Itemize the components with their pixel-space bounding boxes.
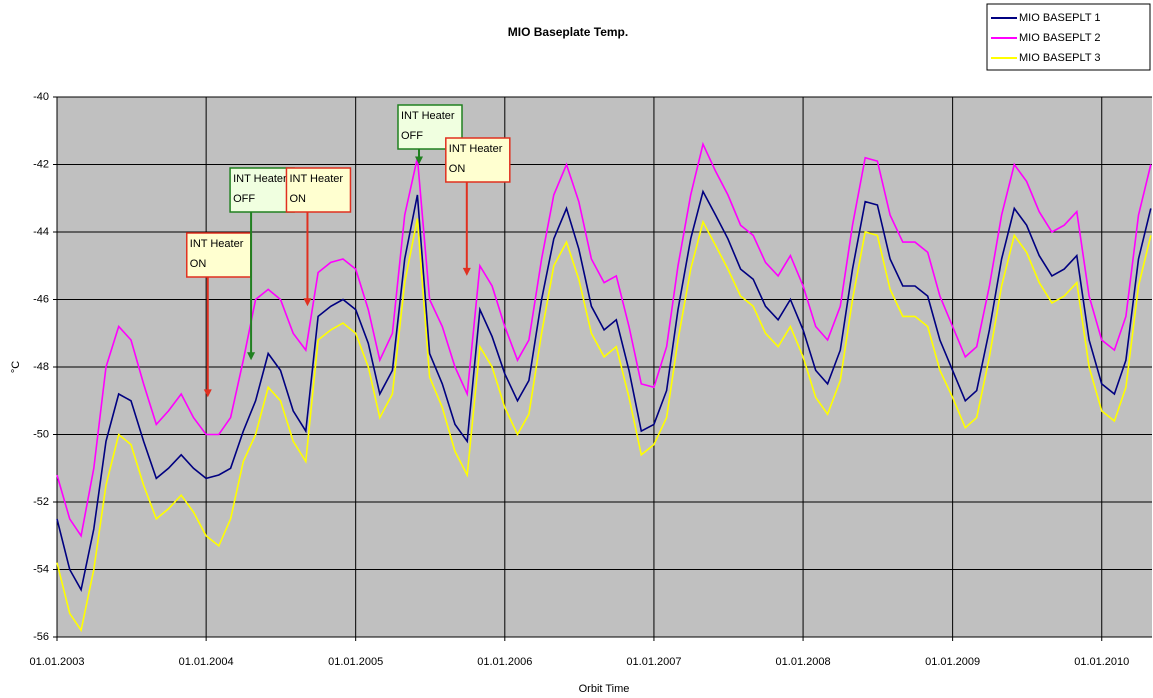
series-line bbox=[56, 141, 1152, 538]
y-tick-label: -40 bbox=[33, 91, 49, 103]
x-tick-label: 01.01.2004 bbox=[179, 656, 234, 668]
annotation-text: INT Heater bbox=[289, 173, 343, 185]
annotation-text: ON bbox=[190, 258, 207, 270]
x-tick-label: 01.01.2009 bbox=[925, 656, 980, 668]
x-tick-label: 01.01.2003 bbox=[29, 656, 84, 668]
annotation: INT Heater ON bbox=[285, 167, 352, 307]
y-tick-label: -42 bbox=[33, 158, 49, 170]
y-tick-label: -50 bbox=[33, 428, 49, 440]
y-tick-label: -56 bbox=[33, 631, 49, 643]
annotation-arrowhead bbox=[247, 352, 256, 361]
annotation-text: INT Heater bbox=[190, 238, 244, 250]
annotation-arrowhead bbox=[462, 267, 471, 276]
annotation: INT Heater OFF bbox=[229, 167, 295, 361]
annotation: INT Heater ON bbox=[445, 137, 511, 276]
annotation: INT Heater ON bbox=[186, 232, 252, 398]
y-tick-label: -46 bbox=[33, 293, 49, 305]
annotation-arrowhead bbox=[203, 389, 212, 398]
y-tick-label: -52 bbox=[33, 496, 49, 508]
legend-label: MIO BASEPLT 1 bbox=[1019, 12, 1101, 24]
y-tick-label: -48 bbox=[33, 361, 49, 373]
x-tick-label: 01.01.2007 bbox=[626, 656, 681, 668]
annotation-box bbox=[445, 137, 511, 183]
y-tick-label: -54 bbox=[33, 563, 49, 575]
y-tick-label: -44 bbox=[33, 226, 49, 238]
series-line bbox=[56, 189, 1152, 593]
annotation-arrowhead bbox=[415, 156, 424, 165]
annotation-text: ON bbox=[449, 163, 466, 175]
x-axis-label: Orbit Time bbox=[579, 683, 630, 695]
annotation-text: ON bbox=[289, 193, 306, 205]
annotation-text: OFF bbox=[233, 193, 255, 205]
series-line bbox=[56, 218, 1152, 633]
legend-label: MIO BASEPLT 3 bbox=[1019, 52, 1101, 64]
annotation-box bbox=[229, 167, 295, 213]
annotation-text: INT Heater bbox=[233, 173, 287, 185]
x-tick-label: 01.01.2008 bbox=[776, 656, 831, 668]
x-tick-label: 01.01.2010 bbox=[1074, 656, 1129, 668]
x-tick-label: 01.01.2006 bbox=[477, 656, 532, 668]
annotation-text: INT Heater bbox=[449, 143, 503, 155]
legend-label: MIO BASEPLT 2 bbox=[1019, 32, 1101, 44]
x-tick-label: 01.01.2005 bbox=[328, 656, 383, 668]
annotation-box bbox=[186, 232, 252, 278]
y-axis-label: °C bbox=[10, 361, 22, 373]
annotation-text: OFF bbox=[401, 130, 423, 142]
annotation-box bbox=[285, 167, 352, 213]
chart-title: MIO Baseplate Temp. bbox=[508, 25, 628, 39]
annotation-arrowhead bbox=[303, 298, 312, 307]
annotation-text: INT Heater bbox=[401, 110, 455, 122]
